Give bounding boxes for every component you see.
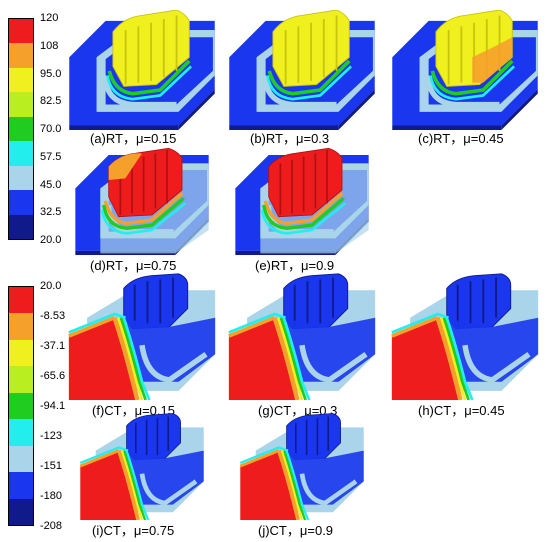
legend-ct-tick: -8.53 [40, 310, 66, 322]
legend-ct-colorbar [8, 286, 34, 526]
legend-rt-tick: 82.5 [40, 95, 62, 108]
panel-j-render [222, 412, 382, 520]
panel-a-render [62, 10, 222, 130]
panel-c [385, 10, 545, 130]
legend-rt-tick: 57.5 [40, 150, 62, 163]
panel-h [385, 272, 545, 400]
legend-rt-swatch [9, 43, 33, 68]
panel-d [62, 145, 222, 255]
panel-d-render [62, 146, 222, 255]
legend-rt-swatch [9, 214, 33, 239]
panel-f [62, 272, 222, 400]
caption-b: (b)RT，μ=0.3 [250, 131, 330, 146]
legend-ct-tick: 20.0 [40, 280, 62, 292]
legend-ct-tick: -208 [40, 520, 63, 532]
caption-c: (c)RT，μ=0.45 [418, 131, 504, 146]
legend-rt-tick: 95.0 [40, 67, 62, 80]
legend-rt-swatch [9, 19, 33, 44]
legend-rt-swatch [9, 116, 33, 142]
panel-i [62, 412, 222, 520]
legend-ct-swatch [9, 419, 33, 446]
legend-ct-tick: -94.1 [40, 400, 66, 412]
legend-ct-tick: -65.6 [40, 370, 66, 382]
panel-j [222, 412, 382, 520]
legend-ct-tick: -151 [40, 460, 63, 472]
legend-rt-tick: 70.0 [40, 123, 62, 135]
panel-b [222, 10, 382, 130]
caption-d: (d)RT，μ=0.75 [90, 258, 177, 273]
legend-ct-swatch [9, 313, 33, 340]
panel-g-render [222, 272, 382, 400]
legend-ct-swatch [9, 498, 33, 525]
panel-e [222, 145, 382, 255]
caption-a: (a)RT，μ=0.15 [90, 131, 177, 146]
legend-ct-tick: -37.1 [40, 340, 66, 352]
legend-rt-tick: 108 [40, 39, 59, 52]
legend-rt-tick: 32.5 [40, 206, 62, 219]
legend-ct-tick: -180 [40, 490, 63, 502]
legend-ct-tick: -123 [40, 430, 63, 442]
legend-ct-swatch [9, 366, 33, 393]
legend-rt-tick: 45.0 [40, 178, 62, 191]
caption-h: (h)CT，μ=0.45 [418, 403, 505, 418]
panel-b-render [222, 10, 382, 130]
legend-rt-swatch [9, 67, 33, 93]
caption-j: (j)CT，μ=0.9 [258, 523, 334, 538]
legend-rt-tick: 20.0 [40, 234, 62, 246]
legend-ct-swatch [9, 392, 33, 420]
legend-ct: 20.0 -8.53 -37.1 -65.6 -94.1 -123 -151 -… [6, 276, 66, 536]
legend-rt-swatch [9, 165, 33, 191]
legend-ct-swatch [9, 445, 33, 473]
legend-rt-colorbar [8, 18, 34, 240]
panel-a [62, 10, 222, 130]
panel-h-render [385, 272, 545, 400]
caption-e: (e)RT，μ=0.9 [255, 258, 335, 273]
legend-rt-swatch [9, 141, 33, 166]
legend-rt-tick: 120 [40, 12, 59, 24]
legend-ct-swatch [9, 472, 33, 499]
panel-e-render [222, 146, 382, 255]
legend-ct-swatch [9, 287, 33, 314]
legend-rt-swatch [9, 190, 33, 215]
panel-f-render [62, 272, 222, 400]
panel-g [222, 272, 382, 400]
legend-ct-swatch [9, 339, 33, 367]
caption-f: (f)CT，μ=0.15 [92, 403, 175, 418]
panel-c-render [385, 10, 545, 130]
panel-i-render [62, 412, 222, 520]
caption-i: (i)CT，μ=0.75 [92, 523, 175, 538]
legend-rt: 120 108 95.0 82.5 70.0 57.5 45.0 32.5 20… [6, 8, 66, 248]
legend-rt-swatch [9, 92, 33, 117]
